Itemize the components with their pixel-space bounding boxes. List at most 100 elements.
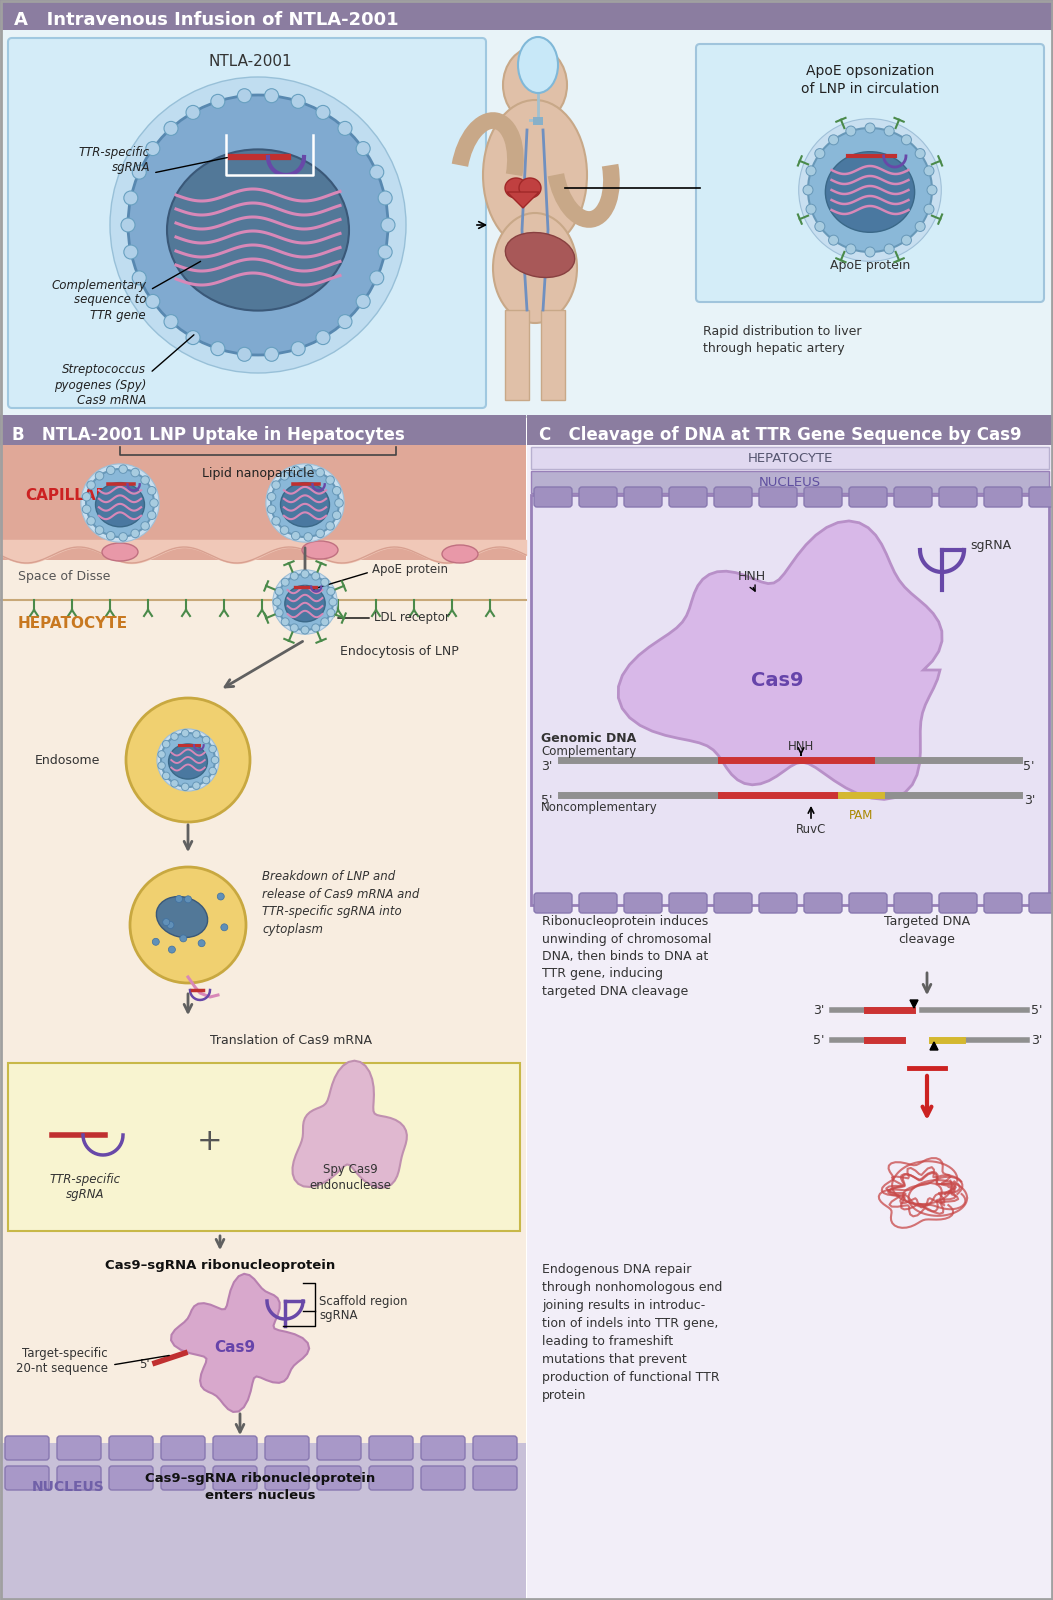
Ellipse shape	[493, 213, 577, 323]
Text: Complementary: Complementary	[541, 746, 636, 758]
Circle shape	[325, 475, 335, 485]
Circle shape	[273, 598, 281, 606]
FancyBboxPatch shape	[714, 486, 752, 507]
FancyBboxPatch shape	[984, 893, 1022, 914]
Circle shape	[292, 342, 305, 355]
Circle shape	[378, 245, 392, 259]
Ellipse shape	[503, 46, 567, 123]
Text: A   Intravenous Infusion of NTLA-2001: A Intravenous Infusion of NTLA-2001	[14, 11, 399, 29]
Ellipse shape	[167, 149, 349, 310]
Text: 5': 5'	[1024, 760, 1035, 773]
Text: HNH: HNH	[788, 739, 814, 752]
FancyBboxPatch shape	[579, 893, 617, 914]
Circle shape	[106, 466, 115, 475]
FancyBboxPatch shape	[0, 29, 1053, 418]
Circle shape	[198, 939, 205, 947]
Ellipse shape	[277, 574, 333, 630]
FancyBboxPatch shape	[1029, 893, 1053, 914]
Bar	[541, 310, 565, 400]
Text: NUCLEUS: NUCLEUS	[32, 1480, 104, 1494]
Ellipse shape	[128, 94, 388, 355]
Circle shape	[208, 746, 217, 752]
Circle shape	[329, 598, 337, 606]
FancyBboxPatch shape	[849, 893, 887, 914]
Circle shape	[927, 186, 937, 195]
FancyBboxPatch shape	[8, 38, 486, 408]
Circle shape	[211, 342, 225, 355]
Circle shape	[356, 294, 371, 309]
Bar	[8, 1062, 520, 1230]
Ellipse shape	[302, 541, 338, 558]
Circle shape	[193, 782, 200, 789]
Circle shape	[202, 736, 210, 744]
Text: 3': 3'	[541, 760, 553, 773]
Text: sgRNA: sgRNA	[970, 539, 1011, 552]
FancyBboxPatch shape	[369, 1466, 413, 1490]
Circle shape	[381, 218, 395, 232]
Text: Endosome: Endosome	[35, 754, 100, 766]
Circle shape	[321, 578, 329, 586]
Circle shape	[150, 499, 158, 507]
Ellipse shape	[102, 542, 138, 562]
Circle shape	[275, 608, 283, 616]
Circle shape	[264, 347, 279, 362]
Bar	[0, 414, 526, 445]
Ellipse shape	[273, 570, 337, 634]
Circle shape	[162, 773, 170, 779]
Polygon shape	[930, 1042, 938, 1050]
Text: B   NTLA-2001 LNP Uptake in Hepatocytes: B NTLA-2001 LNP Uptake in Hepatocytes	[12, 426, 404, 443]
Circle shape	[923, 205, 934, 214]
Polygon shape	[171, 1274, 310, 1411]
Text: Breakdown of LNP and
release of Cas9 mRNA and
TTR-specific sgRNA into
cytoplasm: Breakdown of LNP and release of Cas9 mRN…	[262, 870, 419, 936]
Text: 5': 5'	[541, 795, 553, 808]
Polygon shape	[618, 522, 942, 800]
Circle shape	[338, 122, 352, 136]
Circle shape	[316, 106, 330, 120]
Text: LDL receptor: LDL receptor	[374, 611, 450, 624]
Bar	[526, 414, 1053, 445]
Bar	[533, 117, 543, 125]
Ellipse shape	[156, 896, 207, 938]
Bar	[531, 446, 1049, 469]
FancyBboxPatch shape	[161, 1466, 205, 1490]
Circle shape	[370, 270, 383, 285]
Circle shape	[145, 141, 160, 155]
Circle shape	[301, 570, 309, 578]
Circle shape	[301, 626, 309, 634]
FancyBboxPatch shape	[5, 1466, 49, 1490]
Circle shape	[312, 624, 320, 632]
Circle shape	[184, 896, 192, 902]
Text: Cas9–sgRNA ribonucleoprotein: Cas9–sgRNA ribonucleoprotein	[105, 1259, 335, 1272]
Ellipse shape	[442, 546, 478, 563]
Text: sgRNA: sgRNA	[319, 1309, 358, 1323]
Circle shape	[280, 472, 289, 480]
FancyBboxPatch shape	[213, 1466, 257, 1490]
Circle shape	[312, 573, 320, 581]
Circle shape	[164, 315, 178, 328]
Ellipse shape	[483, 99, 587, 250]
Ellipse shape	[157, 730, 219, 790]
FancyBboxPatch shape	[265, 1437, 309, 1459]
Circle shape	[121, 218, 135, 232]
Text: Target-specific
20-nt sequence: Target-specific 20-nt sequence	[16, 1347, 108, 1374]
Text: +: +	[197, 1126, 223, 1155]
FancyBboxPatch shape	[624, 893, 662, 914]
Text: HNH: HNH	[738, 571, 767, 584]
Polygon shape	[293, 1061, 406, 1187]
Ellipse shape	[505, 178, 526, 198]
Circle shape	[95, 472, 104, 480]
Circle shape	[217, 893, 224, 899]
Circle shape	[133, 165, 146, 179]
Circle shape	[86, 482, 96, 490]
Text: HEPATOCYTE: HEPATOCYTE	[748, 451, 833, 464]
Circle shape	[147, 486, 156, 494]
Circle shape	[131, 530, 139, 538]
FancyBboxPatch shape	[421, 1466, 465, 1490]
Circle shape	[316, 331, 330, 344]
Circle shape	[181, 782, 188, 790]
Circle shape	[275, 587, 283, 595]
Circle shape	[292, 466, 300, 475]
Circle shape	[145, 294, 160, 309]
Ellipse shape	[280, 483, 330, 526]
Text: Scaffold region: Scaffold region	[319, 1294, 408, 1307]
